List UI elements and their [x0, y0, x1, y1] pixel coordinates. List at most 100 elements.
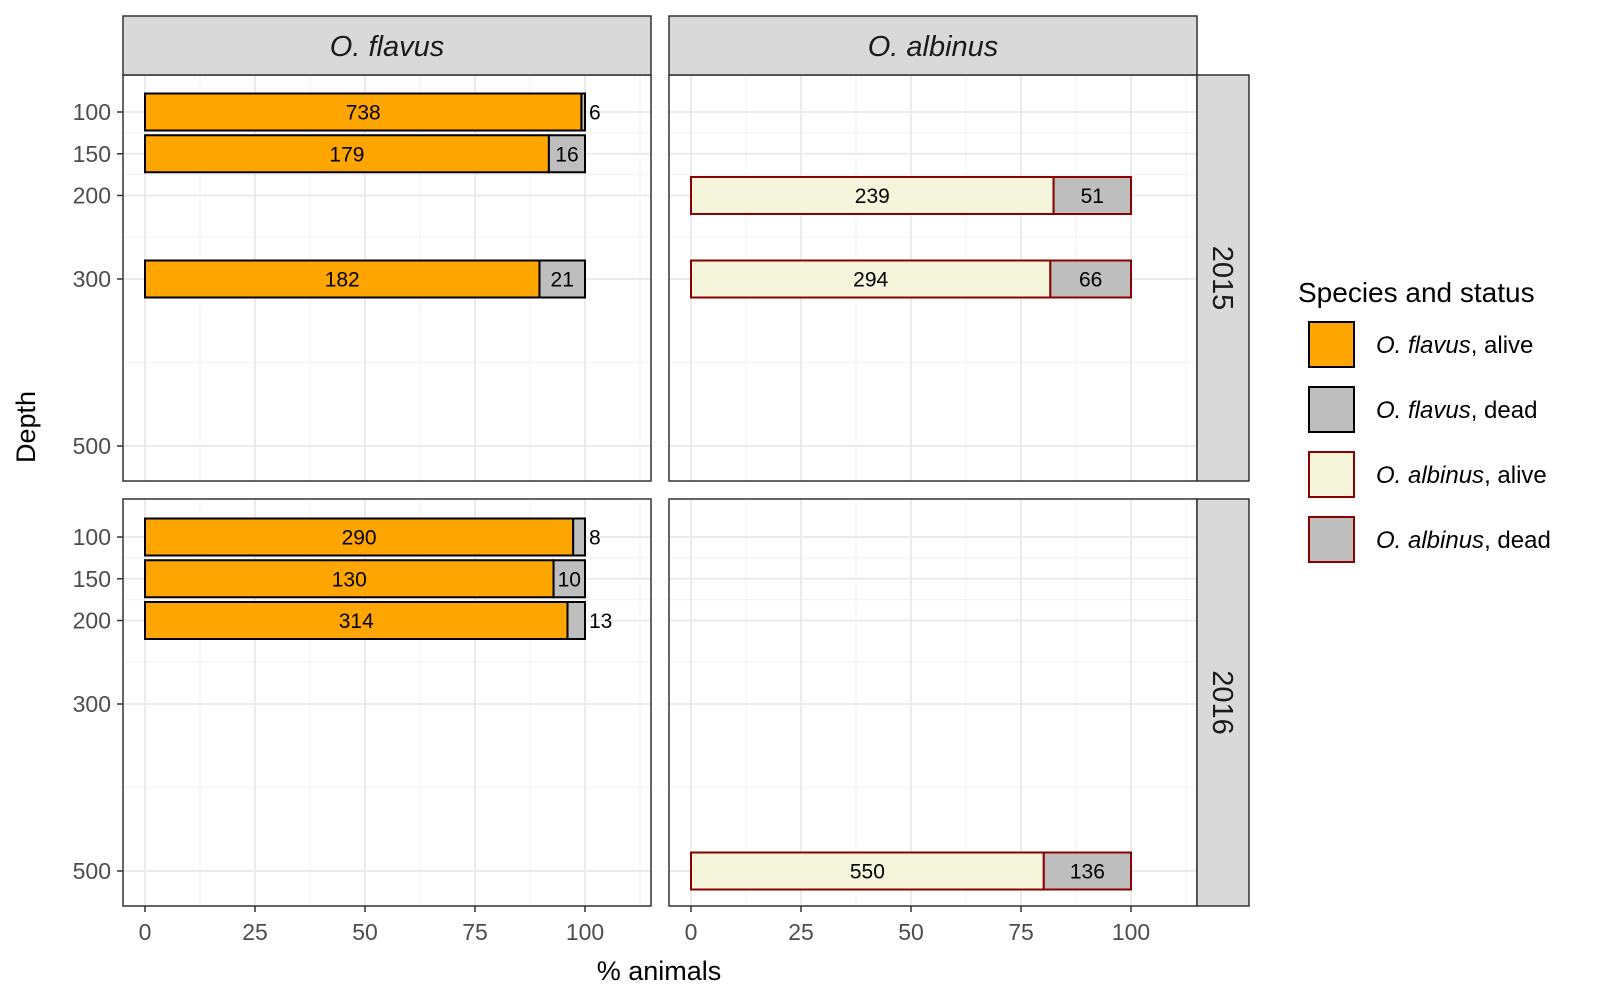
legend-key [1308, 321, 1355, 368]
x-tick-label: 100 [1112, 919, 1150, 945]
bar-label-alive: 182 [325, 269, 360, 292]
y-tick-label: 300 [73, 691, 111, 717]
bar-label-alive: 550 [850, 861, 885, 884]
bar-label-dead: 6 [589, 102, 601, 125]
strip-background [1196, 74, 1250, 482]
legend-key [1308, 451, 1355, 498]
strip-background [1196, 498, 1250, 907]
bar-segment-dead [552, 559, 586, 599]
bar-150: 179 16 [144, 134, 587, 174]
bar-label-alive: 179 [329, 143, 364, 166]
bar-label-alive: 314 [339, 610, 374, 633]
bar-label-dead: 13 [589, 610, 612, 633]
legend-item: O. albinus, dead [1308, 516, 1551, 563]
bar-segment-dead [1052, 176, 1133, 215]
bar-200: 239 51 [690, 176, 1133, 215]
y-tick-label: 100 [73, 99, 111, 125]
axes: 100 150 200 300 500 100 150 200 300 500 0 25 50 75 100… [73, 99, 1151, 945]
strip-row-2: 2016 [1196, 498, 1250, 907]
y-tick-label: 100 [73, 524, 111, 550]
strip-background [668, 15, 1198, 76]
legend-status: , dead [1471, 397, 1538, 424]
x-tick-label: 75 [1008, 919, 1034, 945]
legend-species: O. flavus [1376, 397, 1471, 424]
bar-segment-dead [572, 517, 587, 557]
legend-label: O. albinus, alive [1376, 462, 1547, 489]
bar-label-dead: 8 [589, 527, 601, 550]
bar-segment-dead [1042, 851, 1132, 891]
bar-label-dead: 51 [1081, 185, 1104, 208]
bar-segment-dead [538, 259, 587, 299]
bar-segment-alive [144, 517, 575, 557]
bar-segment-alive [144, 559, 555, 599]
bar-label-alive: 294 [853, 269, 888, 292]
legend-status: , dead [1484, 527, 1551, 554]
bar-segment-dead [1049, 259, 1133, 299]
bar-100: 738 6 [144, 92, 601, 132]
bar-label-dead: 136 [1070, 861, 1105, 884]
legend-item: O. flavus, alive [1308, 321, 1533, 368]
bar-segment-alive [144, 601, 569, 640]
bar-label-alive: 738 [346, 102, 381, 125]
bar-segment-alive [144, 259, 541, 299]
strip-label-year: 2016 [1206, 670, 1238, 735]
legend-label: O. flavus, alive [1376, 332, 1533, 359]
bar-label-alive: 130 [332, 568, 367, 591]
bar-200: 314 13 [144, 601, 612, 640]
bar-segment-alive [690, 176, 1055, 215]
panel-background [669, 499, 1197, 906]
x-tick-label: 0 [685, 919, 698, 945]
x-axis-title: % animals [597, 956, 722, 986]
strip-label-year: 2015 [1206, 246, 1238, 311]
facet-strips: O. flavus O. albinus 2015 2016 [122, 15, 1250, 907]
legend-species: O. albinus [1376, 527, 1484, 554]
bar-segment-dead [566, 601, 586, 640]
bar-label-dead: 16 [555, 143, 578, 166]
x-tick-label: 25 [788, 919, 814, 945]
bar-segment-dead [580, 92, 586, 132]
bar-100: 290 8 [144, 517, 601, 557]
strip-row-1: 2015 [1196, 74, 1250, 482]
panel-border [122, 498, 652, 907]
legend-status: , alive [1471, 332, 1534, 359]
bar-300: 294 66 [690, 259, 1133, 299]
y-tick-label: 150 [73, 566, 111, 592]
bar-150: 130 10 [144, 559, 586, 599]
legend-status: , alive [1484, 462, 1547, 489]
bar-segment-alive [690, 851, 1045, 891]
legend-species: O. flavus [1376, 332, 1471, 359]
bar-500: 550 136 [690, 851, 1132, 891]
legend-species: O. albinus [1376, 462, 1484, 489]
strip-label-species: O. flavus [330, 31, 444, 63]
bar-300: 182 21 [144, 259, 587, 299]
panels-layer: 738 6 179 16 182 21 239 51 294 66 290 8 130 10 314 13 55… [122, 74, 1198, 907]
bar-label-dead: 21 [551, 269, 574, 292]
bar-segment-alive [144, 92, 583, 132]
y-tick-label: 150 [73, 141, 111, 167]
y-tick-label: 500 [73, 433, 111, 459]
legend-title: Species and status [1298, 277, 1535, 308]
strip-label-species: O. albinus [868, 31, 999, 63]
x-tick-label: 25 [242, 919, 268, 945]
bar-segment-alive [690, 259, 1052, 299]
legend-item: O. albinus, alive [1308, 451, 1547, 498]
legend-item: O. flavus, dead [1308, 386, 1538, 433]
legend-label: O. albinus, dead [1376, 527, 1551, 554]
y-tick-label: 200 [73, 183, 111, 209]
panel-oalbinus-2016 [668, 498, 1198, 907]
bar-label-dead: 66 [1079, 269, 1102, 292]
x-tick-label: 100 [566, 919, 604, 945]
bar-label-alive: 239 [855, 185, 890, 208]
y-axis-title: Depth [11, 391, 41, 463]
strip-column-2: O. albinus [668, 15, 1198, 76]
x-tick-label: 50 [352, 919, 378, 945]
strip-background [122, 15, 652, 76]
bar-segment-dead [547, 134, 587, 174]
y-tick-label: 500 [73, 858, 111, 884]
y-tick-label: 200 [73, 608, 111, 634]
y-tick-label: 300 [73, 266, 111, 292]
bar-label-alive: 290 [342, 527, 377, 550]
strip-column-1: O. flavus [122, 15, 652, 76]
